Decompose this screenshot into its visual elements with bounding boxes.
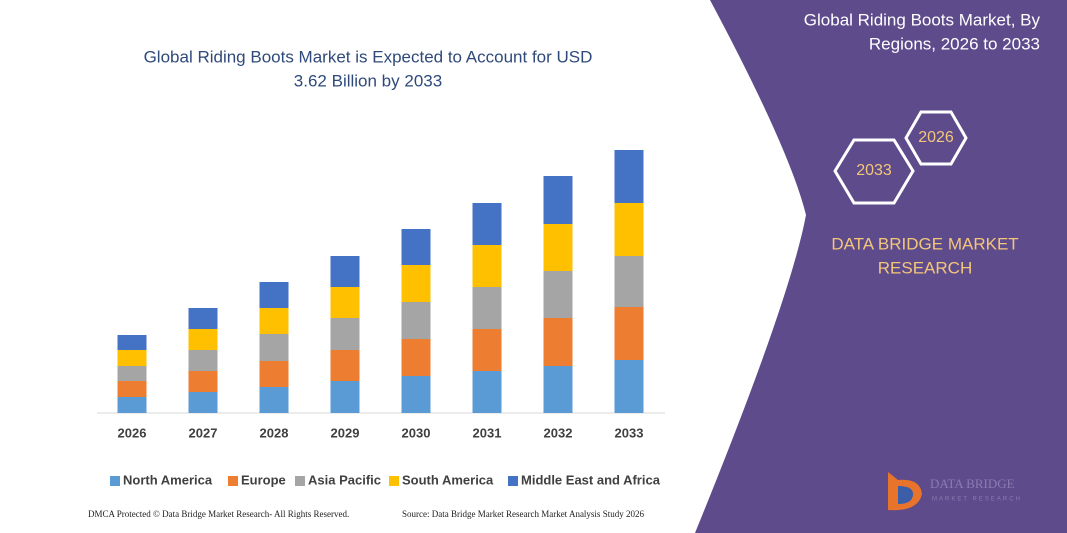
legend-label: South America [402, 472, 494, 487]
x-tick-label: 2028 [260, 425, 289, 440]
chart-title: Global Riding Boots Market is Expected t… [144, 47, 593, 66]
bar-segment [259, 334, 289, 361]
bar-segment [117, 366, 147, 381]
chart-subtitle: 3.62 Billion by 2033 [294, 71, 442, 90]
bar-segment [117, 335, 147, 350]
panel-title: Regions, 2026 to 2033 [869, 34, 1040, 53]
bar-segment [259, 387, 289, 413]
legend-swatch [228, 476, 238, 486]
bar-segment [401, 302, 431, 339]
brand-text: RESEARCH [878, 258, 972, 277]
bar-segment [188, 308, 218, 329]
bar-segment [614, 360, 644, 413]
bar-segment [614, 256, 644, 307]
bar-segment [330, 381, 360, 413]
legend-label: Europe [241, 472, 286, 487]
x-tick-label: 2031 [473, 425, 502, 440]
footer-right: Source: Data Bridge Market Research Mark… [402, 509, 644, 519]
legend-swatch [508, 476, 518, 486]
bar-segment [117, 350, 147, 366]
bar-segment [472, 203, 502, 245]
side-panel [695, 0, 1067, 533]
legend-swatch [110, 476, 120, 486]
x-tick-label: 2026 [118, 425, 147, 440]
bar-segment [614, 307, 644, 360]
bar-segment [188, 329, 218, 350]
x-tick-label: 2029 [331, 425, 360, 440]
hex-label: 2033 [856, 162, 892, 179]
bar-segment [188, 350, 218, 371]
bar-segment [472, 287, 502, 329]
bar-segment [259, 282, 289, 308]
x-tick-label: 2027 [189, 425, 218, 440]
bar-segment [614, 203, 644, 256]
bar-segment [401, 376, 431, 413]
bar-segment [543, 224, 573, 271]
logo-text: MARKET RESEARCH [932, 497, 1022, 503]
legend-swatch [389, 476, 399, 486]
legend-label: Middle East and Africa [521, 472, 661, 487]
bar-segment [543, 176, 573, 224]
x-tick-label: 2032 [544, 425, 573, 440]
bar-segment [472, 371, 502, 413]
bar-segment [330, 350, 360, 381]
bar-segment [330, 287, 360, 318]
brand-text: DATA BRIDGE MARKET [831, 234, 1018, 253]
bar-segment [330, 256, 360, 287]
bar-segment [614, 150, 644, 203]
bar-segment [543, 318, 573, 366]
x-tick-label: 2030 [402, 425, 431, 440]
legend-label: North America [123, 472, 213, 487]
bar-segment [117, 397, 147, 413]
hexagon [833, 138, 915, 205]
bar-segment [188, 392, 218, 413]
bar-segment [543, 271, 573, 318]
bar-segment [117, 381, 147, 397]
legend-label: Asia Pacific [308, 472, 381, 487]
bar-segment [259, 361, 289, 387]
bar-segment [330, 318, 360, 350]
x-tick-label: 2033 [615, 425, 644, 440]
bar-segment [472, 245, 502, 287]
logo-mark [898, 486, 914, 504]
footer-left: DMCA Protected © Data Bridge Market Rese… [88, 509, 349, 519]
panel-title: Global Riding Boots Market, By [804, 10, 1041, 29]
bar-segment [472, 329, 502, 371]
logo-text: DATA BRIDGE [930, 476, 1015, 491]
hex-label: 2026 [918, 129, 954, 146]
plot: 2026 2027 2028 2029 2030 2031 2032 2033 North Am… [110, 150, 661, 487]
hexagon [904, 110, 968, 166]
bar-segment [401, 265, 431, 302]
bar-segment [543, 366, 573, 413]
bar-segment [401, 339, 431, 376]
bar-segment [401, 229, 431, 265]
legend-swatch [295, 476, 305, 486]
bar-segment [188, 371, 218, 392]
bar-segment [259, 308, 289, 334]
